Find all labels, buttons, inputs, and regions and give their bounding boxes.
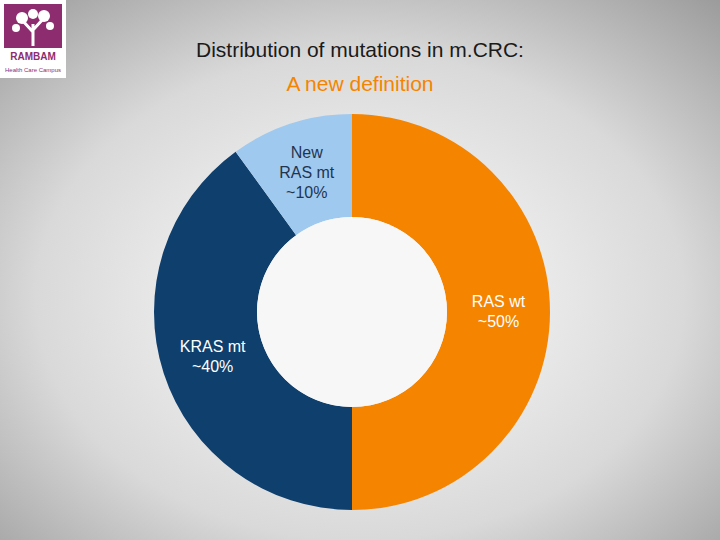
title: Distribution of mutations in m.CRC: [196, 38, 524, 61]
value-label: ~40% [192, 358, 233, 375]
logo-tagline: Health Care Campus [5, 67, 61, 73]
logo-leaf [28, 9, 38, 19]
logo-box [0, 0, 66, 78]
logo: RAMBAM Health Care Campus [0, 0, 66, 78]
subtitle: A new definition [286, 72, 433, 95]
category-label-line: New [291, 144, 323, 161]
category-label-line: RAS wt [472, 293, 526, 310]
category-label: RAS wt [472, 293, 526, 310]
category-label: New RAS mt [279, 144, 335, 181]
logo-leaf [38, 10, 50, 22]
category-label-line: KRAS mt [180, 338, 246, 355]
slice [236, 114, 352, 235]
labels: RAS wt ~50% KRAS mt ~40% New RAS mt ~10% [180, 144, 526, 376]
logo-leaf [16, 12, 28, 24]
value-label: ~10% [286, 184, 327, 201]
logo-emblem [4, 4, 62, 48]
category-label: KRAS mt [180, 338, 246, 355]
donut-hole [257, 217, 447, 407]
logo-leaf [46, 22, 54, 30]
chart-canvas: RAMBAM Health Care Campus Distribution of … [0, 0, 720, 540]
value-label: ~50% [478, 313, 519, 330]
logo-leaf [12, 24, 20, 32]
background [0, 0, 720, 540]
category-label-line: RAS mt [279, 164, 335, 181]
slices [154, 114, 550, 510]
logo-name: RAMBAM [10, 51, 56, 62]
